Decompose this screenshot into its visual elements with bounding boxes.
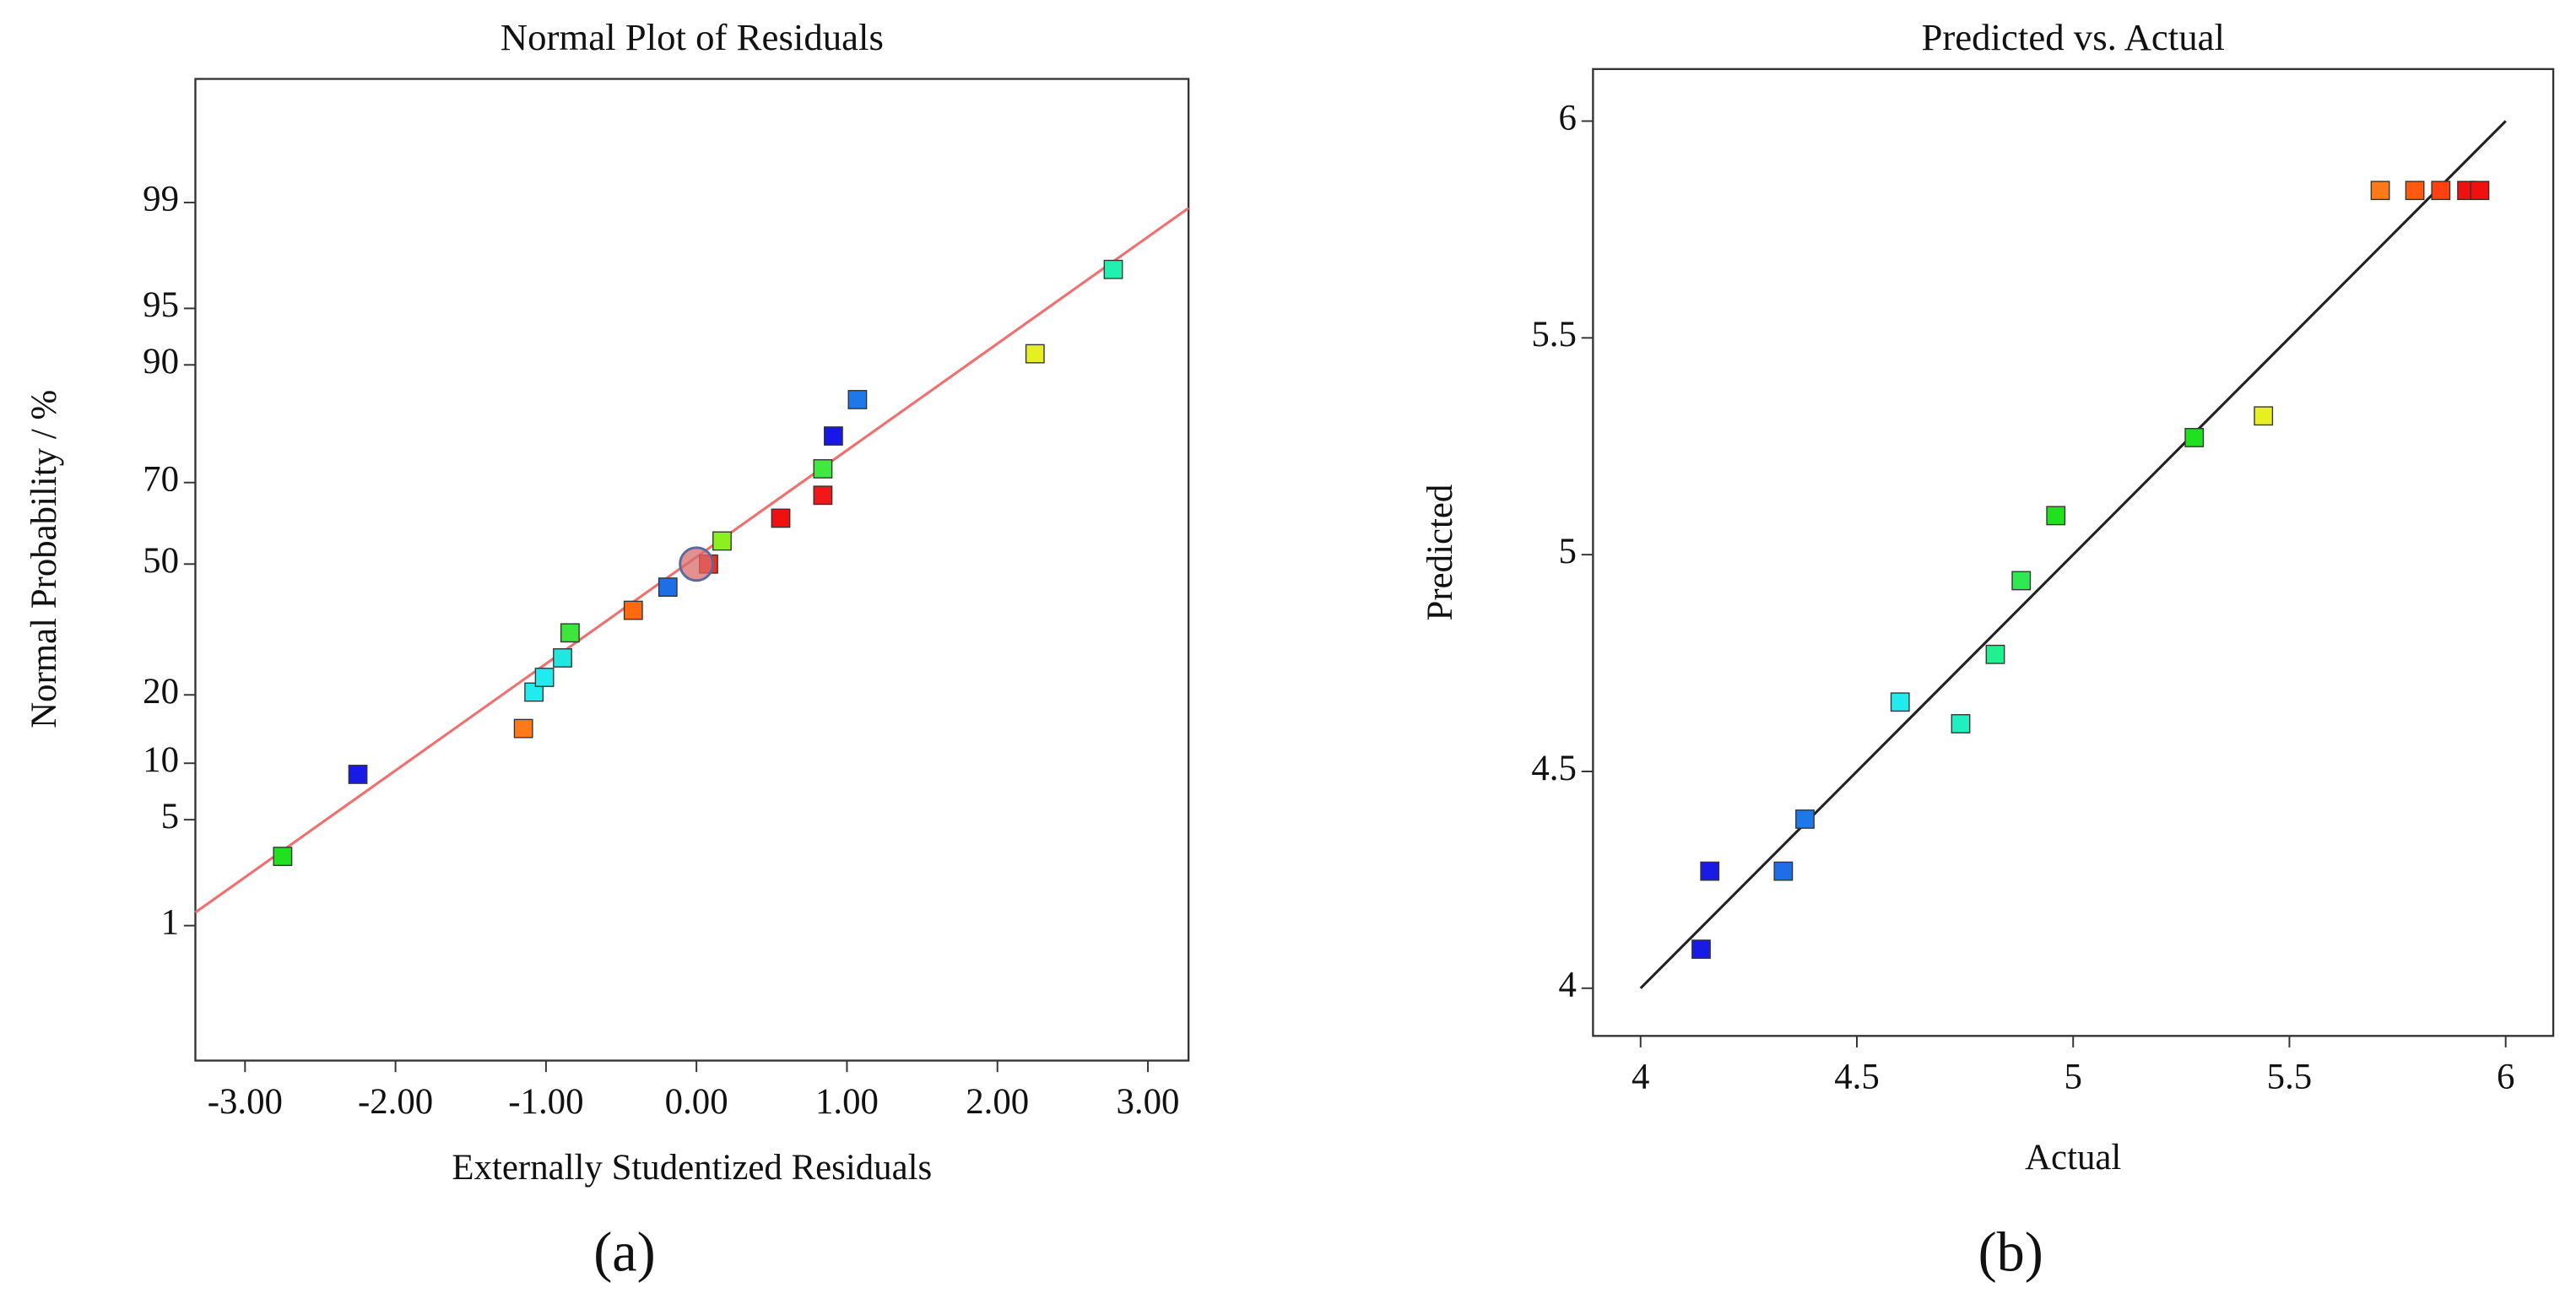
y-tick-label: 50 (143, 541, 179, 581)
y-tick-label: 70 (143, 460, 179, 500)
point (2470, 181, 2490, 201)
point (813, 485, 833, 506)
point (1103, 259, 1123, 279)
x-tick-label: -2.00 (358, 1082, 433, 1122)
x-axis-label: Actual (2025, 1138, 2121, 1177)
x-axis-label: Externally Studentized Residuals (452, 1148, 932, 1188)
x-tick-label: 0.00 (665, 1082, 728, 1122)
point (1985, 644, 2005, 664)
point (1795, 809, 1815, 829)
point (1773, 861, 1794, 881)
point (813, 459, 833, 479)
point (2254, 406, 2274, 426)
x-tick-label: 6 (2497, 1058, 2514, 1097)
point (348, 765, 368, 784)
chart-title: Normal Plot of Residuals (501, 16, 884, 58)
plot: Normal Plot of Residuals Externally Stude… (24, 16, 1190, 1284)
y-axis-label: Predicted (1421, 484, 1460, 621)
point (2370, 181, 2390, 201)
point (534, 668, 555, 687)
plot-frame (194, 78, 1190, 1062)
plot: Predicted vs. Actual Actual Predicted (b) 4 4… (1421, 16, 2555, 1284)
point (513, 718, 533, 739)
fit-line (1639, 120, 2507, 989)
y-tick-label: 99 (143, 180, 179, 219)
y-tick-label: 5.5 (1531, 315, 1577, 355)
point (658, 577, 678, 598)
x-tick-label: 1.00 (815, 1082, 879, 1122)
point (2011, 571, 2032, 591)
y-tick-label: 90 (143, 342, 179, 382)
panel-label: (b) (1978, 1222, 2043, 1284)
point (2046, 506, 2066, 526)
point (824, 426, 843, 446)
point (2405, 181, 2425, 201)
x-tick-label: -3.00 (208, 1082, 283, 1122)
y-tick-label: 4.5 (1531, 749, 1577, 788)
point (847, 390, 868, 409)
point (1025, 344, 1045, 364)
point (524, 682, 544, 702)
x-tick-label: 4 (1632, 1058, 1649, 1097)
x-tick-label: 3.00 (1117, 1082, 1180, 1122)
x-tick-label: 2.00 (966, 1082, 1029, 1122)
point (1890, 692, 1910, 712)
point (1700, 861, 1720, 881)
y-tick-label: 1 (161, 902, 179, 942)
point (1691, 939, 1711, 959)
point (623, 600, 643, 620)
point (712, 531, 732, 551)
point (771, 508, 791, 528)
point (553, 648, 572, 668)
y-tick-label: 20 (143, 672, 179, 712)
point (2184, 428, 2205, 447)
y-tick-label: 95 (143, 285, 179, 325)
panel-label: (a) (593, 1222, 656, 1284)
y-tick-label: 6 (1558, 98, 1576, 138)
point (679, 546, 715, 582)
point (2431, 181, 2451, 201)
point (273, 847, 293, 866)
y-tick-label: 10 (143, 740, 179, 780)
x-tick-label: 5 (2065, 1058, 2082, 1097)
x-tick-label: 5.5 (2267, 1058, 2313, 1097)
y-axis-label: Normal Probability / % (24, 390, 64, 728)
point (560, 623, 580, 643)
x-tick-label: -1.00 (508, 1082, 583, 1122)
y-tick-label: 5 (161, 797, 179, 836)
chart-title: Predicted vs. Actual (1921, 16, 2225, 58)
x-tick-label: 4.5 (1834, 1058, 1880, 1097)
y-tick-label: 4 (1558, 966, 1576, 1005)
y-tick-label: 5 (1558, 532, 1576, 571)
point (1951, 714, 1971, 733)
